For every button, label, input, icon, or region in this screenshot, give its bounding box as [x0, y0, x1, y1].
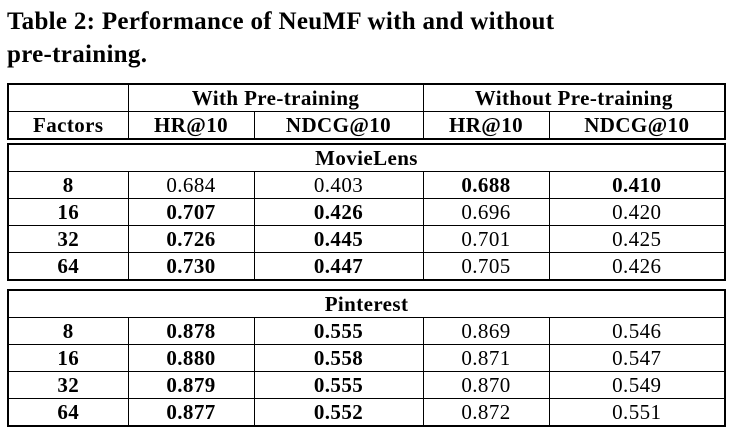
- table-row: 64 0.877 0.552 0.872 0.551: [7, 398, 726, 427]
- group-header-without-pretraining: Without Pre-training: [422, 83, 726, 112]
- value-cell: 0.684: [127, 171, 255, 199]
- value-cell: 0.705: [422, 252, 550, 281]
- value-cell: 0.880: [127, 344, 255, 372]
- column-header-ndcg10-with: NDCG@10: [253, 111, 424, 140]
- table-row: 32 0.726 0.445 0.701 0.425: [7, 225, 726, 253]
- table-row: 16 0.880 0.558 0.871 0.547: [7, 344, 726, 372]
- section-title-row: Pinterest: [7, 289, 726, 318]
- value-cell: 0.870: [422, 371, 550, 399]
- factor-cell: 32: [7, 225, 129, 253]
- value-cell: 0.547: [548, 344, 726, 372]
- column-header-hr10-with: HR@10: [127, 111, 255, 140]
- header-table: With Pre-training Without Pre-training F…: [7, 83, 727, 140]
- value-cell: 0.410: [548, 171, 726, 199]
- value-cell: 0.869: [422, 317, 550, 345]
- factor-cell: 8: [7, 171, 129, 199]
- value-cell: 0.726: [127, 225, 255, 253]
- value-cell: 0.730: [127, 252, 255, 281]
- value-cell: 0.701: [422, 225, 550, 253]
- caption-line-2: pre-training.: [7, 41, 148, 68]
- value-cell: 0.878: [127, 317, 255, 345]
- value-cell: 0.445: [253, 225, 424, 253]
- value-cell: 0.551: [548, 398, 726, 427]
- column-header-row: Factors HR@10 NDCG@10 HR@10 NDCG@10: [7, 111, 726, 140]
- value-cell: 0.558: [253, 344, 424, 372]
- column-header-ndcg10-without: NDCG@10: [548, 111, 726, 140]
- group-header-row: With Pre-training Without Pre-training: [7, 83, 726, 112]
- factor-cell: 16: [7, 198, 129, 226]
- factor-cell: 64: [7, 252, 129, 281]
- value-cell: 0.549: [548, 371, 726, 399]
- table-row: 8 0.878 0.555 0.869 0.546: [7, 317, 726, 345]
- empty-corner-cell: [7, 83, 129, 112]
- value-cell: 0.555: [253, 317, 424, 345]
- table-caption: Table 2: Performance of NeuMF with and w…: [7, 5, 724, 71]
- section-table-movielens: MovieLens 8 0.684 0.403 0.688 0.410 16 0…: [7, 143, 726, 281]
- column-header-factors: Factors: [7, 111, 129, 140]
- value-cell: 0.546: [548, 317, 726, 345]
- value-cell: 0.707: [127, 198, 255, 226]
- section-title-movielens: MovieLens: [7, 143, 726, 172]
- section-table-pinterest: Pinterest 8 0.878 0.555 0.869 0.546 16 0…: [7, 289, 727, 427]
- group-header-with-pretraining: With Pre-training: [127, 83, 424, 112]
- value-cell: 0.403: [253, 171, 424, 199]
- value-cell: 0.879: [127, 371, 255, 399]
- value-cell: 0.871: [422, 344, 550, 372]
- value-cell: 0.420: [548, 198, 726, 226]
- section-title-pinterest: Pinterest: [7, 289, 726, 318]
- value-cell: 0.447: [253, 252, 424, 281]
- value-cell: 0.872: [422, 398, 550, 427]
- factor-cell: 32: [7, 371, 129, 399]
- value-cell: 0.425: [548, 225, 726, 253]
- factor-cell: 8: [7, 317, 129, 345]
- column-header-hr10-without: HR@10: [422, 111, 550, 140]
- value-cell: 0.552: [253, 398, 424, 427]
- table-row: 8 0.684 0.403 0.688 0.410: [7, 171, 726, 199]
- value-cell: 0.555: [253, 371, 424, 399]
- table-row: 64 0.730 0.447 0.705 0.426: [7, 252, 726, 281]
- value-cell: 0.696: [422, 198, 550, 226]
- factor-cell: 16: [7, 344, 129, 372]
- table-row: 32 0.879 0.555 0.870 0.549: [7, 371, 726, 399]
- value-cell: 0.877: [127, 398, 255, 427]
- value-cell: 0.426: [253, 198, 424, 226]
- factor-cell: 64: [7, 398, 129, 427]
- caption-line-1: Table 2: Performance of NeuMF with and w…: [7, 8, 555, 35]
- section-title-row: MovieLens: [7, 143, 726, 172]
- value-cell: 0.688: [422, 171, 550, 199]
- value-cell: 0.426: [548, 252, 726, 281]
- table-row: 16 0.707 0.426 0.696 0.420: [7, 198, 726, 226]
